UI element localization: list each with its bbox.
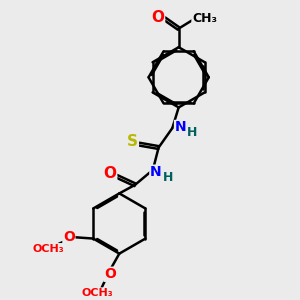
Text: OCH₃: OCH₃ [81, 288, 113, 298]
Text: S: S [127, 134, 138, 149]
Text: H: H [187, 126, 197, 139]
Text: CH₃: CH₃ [192, 12, 217, 25]
Text: O: O [104, 167, 117, 182]
Text: OCH₃: OCH₃ [32, 244, 64, 254]
Text: N: N [175, 121, 186, 134]
Text: O: O [152, 10, 164, 25]
Text: O: O [63, 230, 75, 244]
Text: N: N [150, 165, 161, 179]
Text: H: H [163, 171, 173, 184]
Text: O: O [104, 267, 116, 281]
